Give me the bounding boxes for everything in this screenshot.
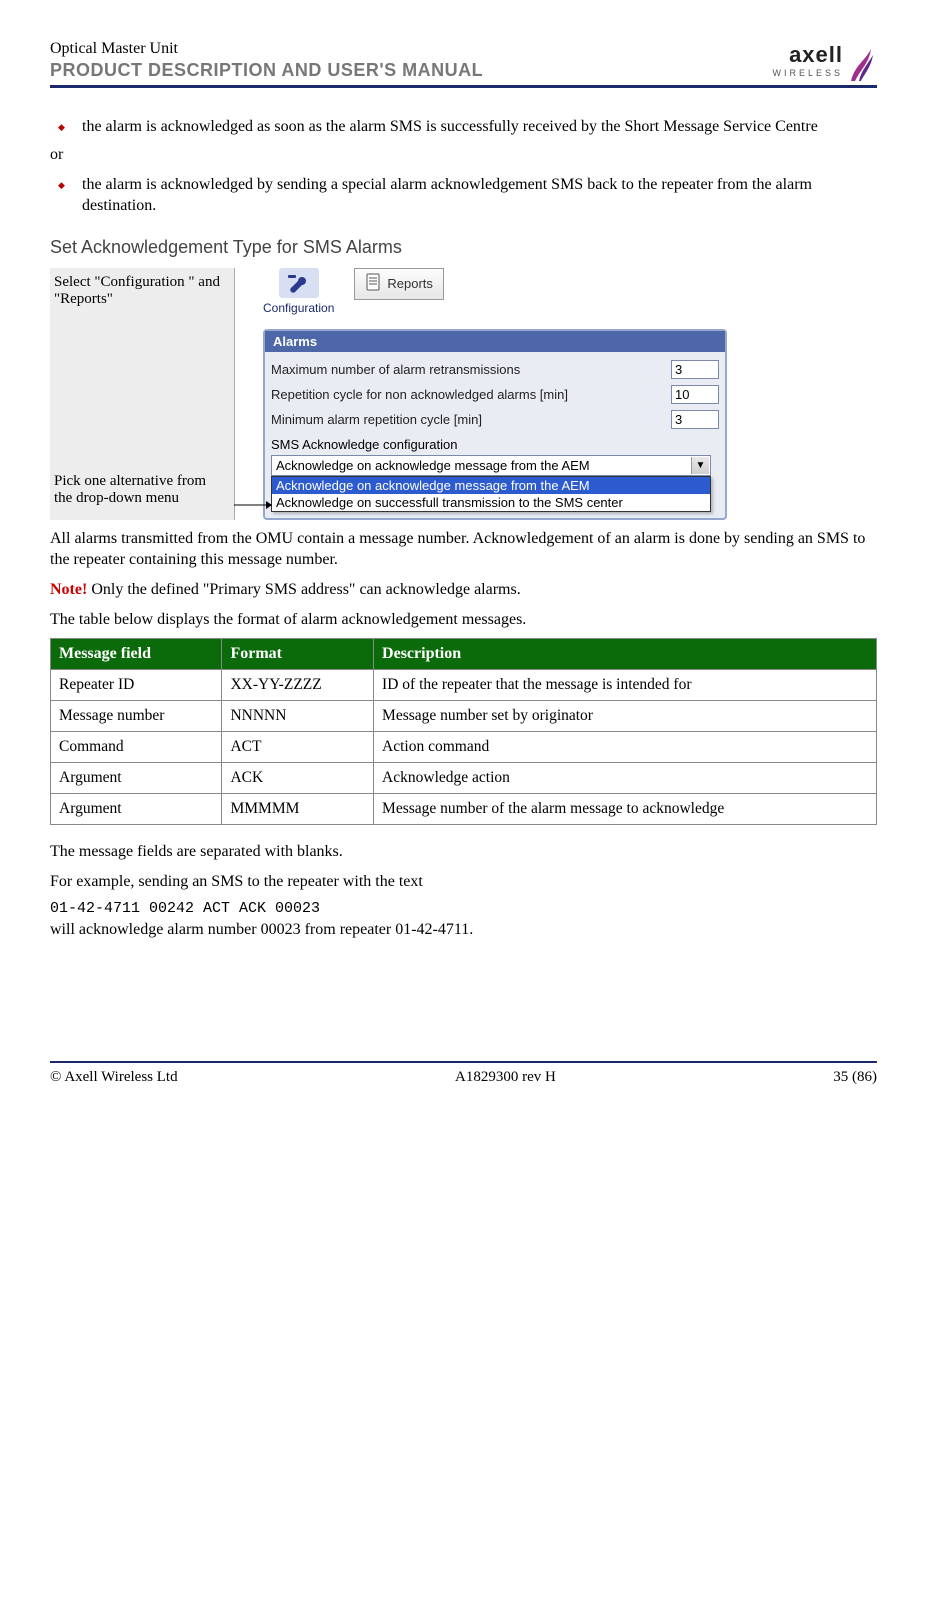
table-row: Argument MMMMM Message number of the ala…: [51, 794, 877, 825]
bullet-list: the alarm is acknowledged by sending a s…: [50, 174, 877, 217]
table-cell: NNNNN: [222, 701, 374, 732]
table-cell: MMMMM: [222, 794, 374, 825]
wrench-icon: [279, 268, 319, 298]
table-cell: Message number: [51, 701, 222, 732]
table-cell: Acknowledge action: [374, 763, 877, 794]
table-row: Repeater ID XX-YY-ZZZZ ID of the repeate…: [51, 670, 877, 701]
bullet-item: the alarm is acknowledged by sending a s…: [50, 174, 877, 217]
table-cell: ACK: [222, 763, 374, 794]
table-header: Format: [222, 639, 374, 670]
alarm-row: Maximum number of alarm retransmissions: [271, 360, 719, 379]
page-header: Optical Master Unit PRODUCT DESCRIPTION …: [50, 40, 877, 88]
dropdown-option[interactable]: Acknowledge on successfull transmission …: [272, 494, 710, 511]
alarms-title: Alarms: [265, 331, 725, 352]
paragraph: For example, sending an SMS to the repea…: [50, 871, 877, 893]
table-cell: Action command: [374, 732, 877, 763]
table-cell: Repeater ID: [51, 670, 222, 701]
table-row: Message number NNNNN Message number set …: [51, 701, 877, 732]
header-left: Optical Master Unit PRODUCT DESCRIPTION …: [50, 40, 483, 81]
logo-subtext: WIRELESS: [772, 68, 843, 78]
header-subtitle: PRODUCT DESCRIPTION AND USER'S MANUAL: [50, 60, 483, 81]
bullet-list: the alarm is acknowledged as soon as the…: [50, 116, 877, 138]
reports-label: Reports: [387, 276, 433, 291]
note-paragraph: Note! Only the defined "Primary SMS addr…: [50, 579, 877, 601]
configuration-button[interactable]: Configuration: [263, 268, 334, 315]
dropdown-option[interactable]: Acknowledge on acknowledge message from …: [272, 477, 710, 494]
table-cell: Message number set by originator: [374, 701, 877, 732]
table-row: Command ACT Action command: [51, 732, 877, 763]
footer-center: A1829300 rev H: [455, 1069, 556, 1086]
dropdown-selected-text: Acknowledge on acknowledge message from …: [276, 458, 590, 473]
alarm-label: Repetition cycle for non acknowledged al…: [271, 387, 568, 402]
logo-swirl-icon: [847, 45, 877, 81]
footer-right: 35 (86): [833, 1069, 877, 1086]
alarm-row: Repetition cycle for non acknowledged al…: [271, 385, 719, 404]
configuration-label: Configuration: [263, 301, 334, 315]
rep-cycle-input[interactable]: [671, 385, 719, 404]
table-cell: Message number of the alarm message to a…: [374, 794, 877, 825]
or-text: or: [50, 146, 877, 164]
logo-text: axell: [789, 42, 843, 68]
table-header: Description: [374, 639, 877, 670]
alarm-label: Maximum number of alarm retransmissions: [271, 362, 520, 377]
note-text: Only the defined "Primary SMS address" c…: [87, 581, 520, 598]
max-retrans-input[interactable]: [671, 360, 719, 379]
chevron-down-icon[interactable]: ▼: [691, 457, 709, 474]
table-header-row: Message field Format Description: [51, 639, 877, 670]
dropdown-display: Acknowledge on acknowledge message from …: [271, 455, 711, 476]
header-top: Optical Master Unit: [50, 40, 483, 58]
table-cell: ID of the repeater that the message is i…: [374, 670, 877, 701]
paragraph: will acknowledge alarm number 00023 from…: [50, 919, 877, 941]
table-header: Message field: [51, 639, 222, 670]
alarms-panel: Alarms Maximum number of alarm retransmi…: [263, 329, 727, 520]
message-format-table: Message field Format Description Repeate…: [50, 638, 877, 825]
table-cell: XX-YY-ZZZZ: [222, 670, 374, 701]
table-cell: ACT: [222, 732, 374, 763]
table-cell: Argument: [51, 763, 222, 794]
note-label: Note!: [50, 581, 87, 598]
paragraph: The message fields are separated with bl…: [50, 841, 877, 863]
page-footer: © Axell Wireless Ltd A1829300 rev H 35 (…: [50, 1061, 877, 1086]
min-rep-input[interactable]: [671, 410, 719, 429]
table-cell: Command: [51, 732, 222, 763]
paragraph: All alarms transmitted from the OMU cont…: [50, 528, 877, 571]
sms-ack-label: SMS Acknowledge configuration: [271, 435, 719, 455]
bullet-item: the alarm is acknowledged as soon as the…: [50, 116, 877, 138]
dropdown-list: Acknowledge on acknowledge message from …: [271, 476, 711, 512]
sms-ack-dropdown[interactable]: Acknowledge on acknowledge message from …: [271, 455, 711, 512]
document-icon: [365, 273, 381, 294]
reports-button[interactable]: Reports: [354, 268, 444, 300]
alarm-label: Minimum alarm repetition cycle [min]: [271, 412, 482, 427]
alarm-row: Minimum alarm repetition cycle [min]: [271, 410, 719, 429]
logo: axell WIRELESS: [772, 42, 877, 81]
footer-left: © Axell Wireless Ltd: [50, 1069, 178, 1086]
table-row: Argument ACK Acknowledge action: [51, 763, 877, 794]
section-title: Set Acknowledgement Type for SMS Alarms: [50, 237, 877, 258]
paragraph: The table below displays the format of a…: [50, 609, 877, 631]
step-instruction-2: Pick one alternative from the drop-down …: [50, 460, 235, 520]
example-sms-text: 01-42-4711 00242 ACT ACK 00023: [50, 900, 877, 917]
table-cell: Argument: [51, 794, 222, 825]
